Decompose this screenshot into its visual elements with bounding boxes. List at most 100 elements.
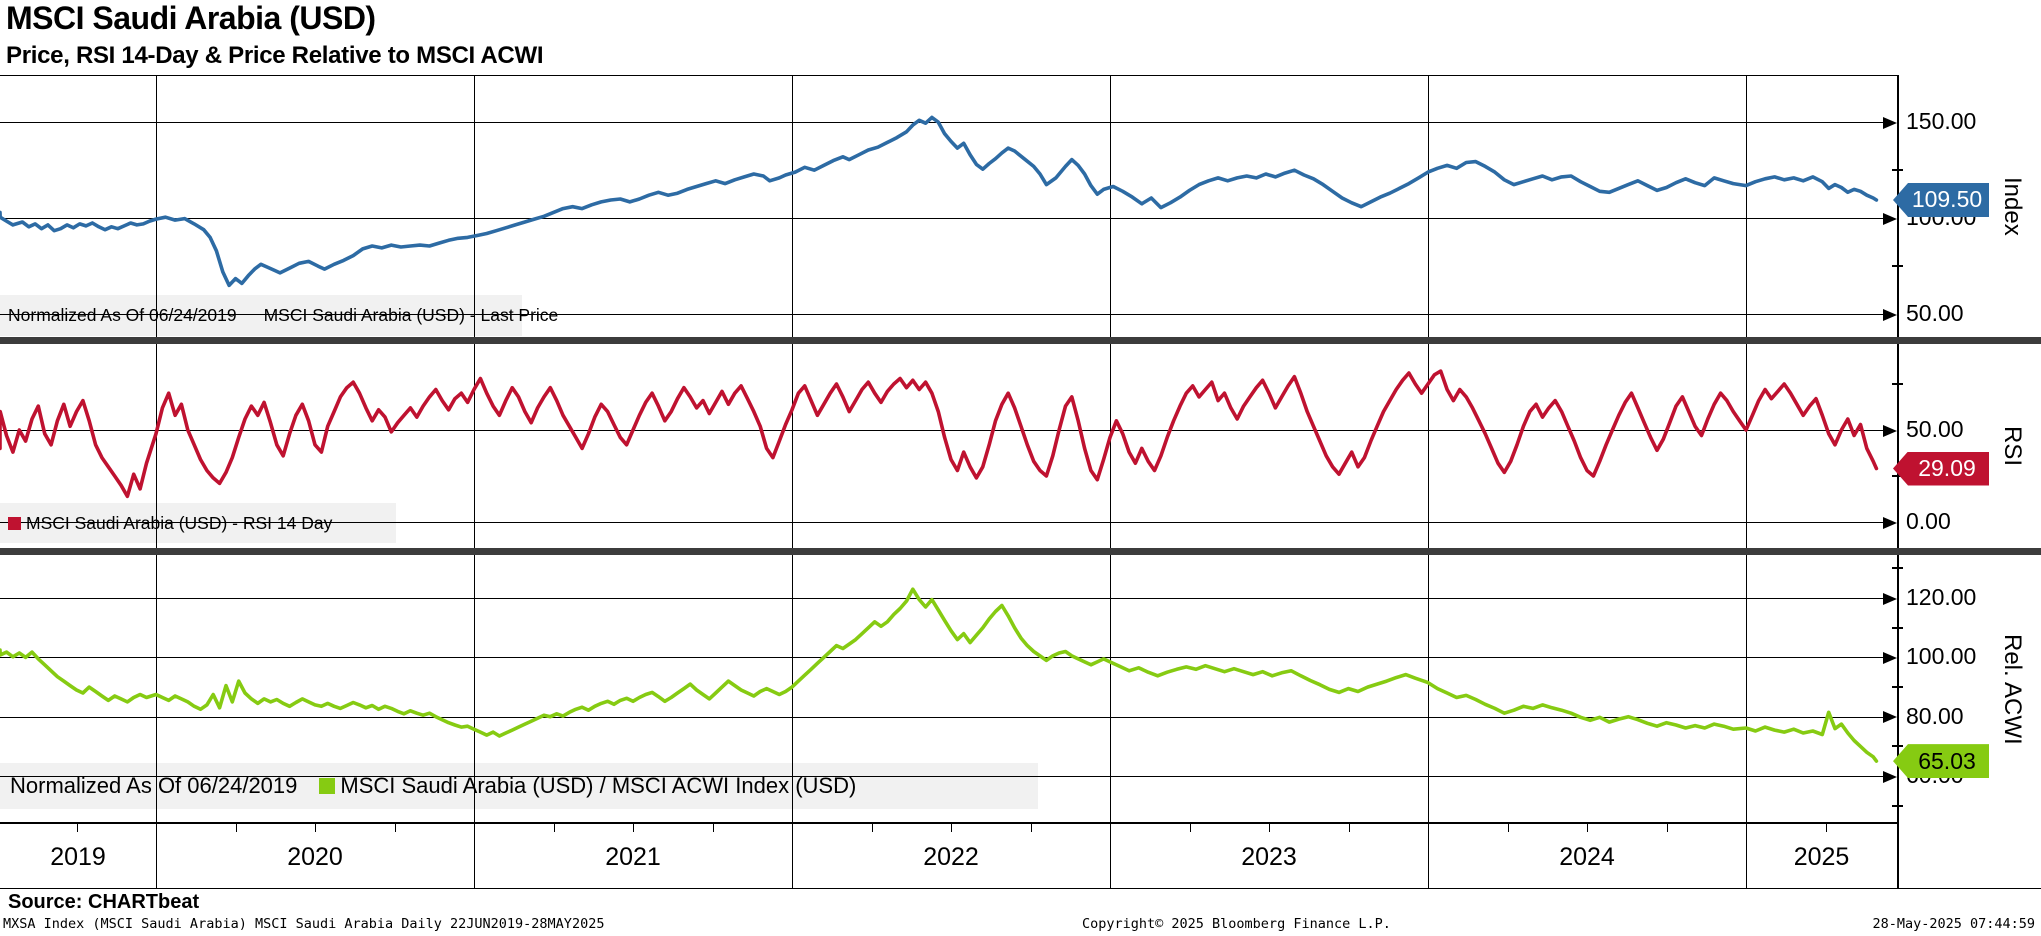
axis-title-rsi: RSI	[1999, 426, 2026, 467]
y-minor-tick	[1892, 567, 1903, 570]
axis-title-index: Index	[1999, 176, 2026, 236]
quarter-tick	[553, 823, 555, 832]
panel-separator	[0, 548, 2041, 555]
y-tick-label: 50.00	[1906, 300, 1964, 327]
year-separator	[1746, 822, 1747, 888]
y-minor-tick	[1892, 265, 1903, 268]
price-index-line	[0, 115, 1879, 288]
year-separator	[792, 822, 793, 888]
legend-rsi-label: MSCI Saudi Arabia (USD) - RSI 14 Day	[26, 512, 333, 533]
x-axis-year-label: 2024	[1559, 843, 1615, 871]
y-tick-arrow-icon	[1883, 516, 1897, 529]
quarter-tick	[1507, 823, 1509, 832]
y-gridline	[0, 218, 1883, 220]
quarter-tick	[1348, 823, 1350, 832]
price-relative-to-acwi-line	[0, 587, 1879, 763]
y-tick-arrow-icon	[1883, 116, 1897, 129]
y-tick-label: 100.00	[1906, 643, 1977, 670]
y-tick-label: 0.00	[1906, 508, 1951, 535]
legend-price-label: MSCI Saudi Arabia (USD) - Last Price	[263, 305, 559, 325]
y-minor-tick	[1892, 169, 1903, 172]
quarter-tick	[394, 823, 396, 832]
page-subtitle: Price, RSI 14-Day & Price Relative to MS…	[6, 42, 544, 69]
legend-bg-rel	[0, 763, 1038, 809]
y-tick-label: 80.00	[1906, 702, 1964, 729]
quarter-tick	[1269, 823, 1270, 832]
legend-rsi: MSCI Saudi Arabia (USD) - RSI 14 Day	[8, 503, 404, 543]
year-gridline	[1428, 75, 1429, 822]
y-gridline	[0, 776, 1883, 778]
legend-price: Normalized As Of 06/24/2019 MSCI Saudi Ar…	[8, 295, 558, 336]
year-gridline	[1746, 75, 1747, 822]
source-label: Source: CHARTbeat	[8, 891, 200, 913]
rel-series-swatch-icon	[319, 778, 336, 794]
panel-top-border	[0, 75, 1897, 76]
quarter-tick	[1587, 823, 1588, 832]
y-gridline	[0, 598, 1883, 600]
y-tick-arrow-icon	[1883, 592, 1897, 605]
rsi-14-day-line	[0, 369, 1879, 499]
year-gridline	[1110, 75, 1111, 822]
page-title: MSCI Saudi Arabia (USD)	[6, 0, 376, 36]
y-gridline	[0, 716, 1883, 718]
last-price-badge: 109.50	[1893, 182, 1989, 217]
year-gridline	[474, 75, 475, 822]
x-axis-year-label: 2022	[923, 843, 979, 871]
y-minor-tick	[1892, 804, 1903, 807]
y-tick-arrow-icon	[1883, 651, 1897, 664]
y-tick-label: 150.00	[1906, 108, 1977, 135]
legend-rel: Normalized As Of 06/24/2019 MSCI Saudi Ar…	[10, 763, 1048, 809]
quarter-tick	[1030, 823, 1032, 832]
y-gridline	[0, 522, 1883, 524]
year-separator	[1428, 822, 1429, 888]
x-axis-year-label: 2019	[50, 843, 106, 871]
y-gridline	[0, 314, 1883, 316]
y-minor-tick	[1892, 383, 1903, 386]
quarter-tick	[1825, 823, 1827, 832]
x-axis-year-label: 2025	[1793, 843, 1850, 871]
y-tick-arrow-icon	[1883, 424, 1897, 437]
y-gridline	[0, 122, 1883, 124]
y-gridline	[0, 657, 1883, 659]
footer-copyright: Copyright© 2025 Bloomberg Finance L.P.	[1082, 916, 1391, 932]
y-minor-tick	[1892, 686, 1903, 689]
x-axis-year-label: 2023	[1241, 843, 1297, 871]
x-axis-year-label: 2020	[287, 843, 343, 871]
year-separator	[1110, 822, 1111, 888]
quarter-tick	[712, 823, 714, 832]
legend-price-prefix: Normalized As Of 06/24/2019	[8, 305, 237, 325]
x-axis-line	[0, 822, 1897, 824]
year-gridline	[156, 75, 157, 822]
quarter-tick	[235, 823, 237, 832]
rsi-badge: 29.09	[1893, 451, 1989, 486]
y-minor-tick	[1892, 626, 1903, 629]
y-minor-tick	[1892, 745, 1903, 748]
y-minor-tick	[1892, 475, 1903, 478]
legend-bg-price	[0, 295, 522, 336]
x-axis-year-label: 2021	[605, 843, 661, 871]
y-tick-arrow-icon	[1883, 770, 1897, 783]
quarter-tick	[76, 823, 78, 832]
legend-rel-label: MSCI Saudi Arabia (USD) / MSCI ACWI Inde…	[340, 773, 857, 798]
quarter-tick	[315, 823, 316, 832]
y-tick-arrow-icon	[1883, 212, 1897, 225]
y-tick-label: 120.00	[1906, 584, 1977, 611]
quarter-tick	[951, 823, 952, 832]
y-tick-arrow-icon	[1883, 711, 1897, 724]
year-separator	[474, 822, 475, 888]
quarter-tick	[1189, 823, 1191, 832]
axis-title-rel-acwi: Rel. ACWI	[1999, 633, 2026, 745]
x-axis-bottom-border	[0, 888, 2041, 889]
year-separator	[156, 822, 157, 888]
y-tick-label: 50.00	[1906, 416, 1964, 443]
panel-separator	[0, 337, 2041, 344]
footer-timestamp: 28-May-2025 07:44:59	[1872, 916, 2035, 932]
quarter-tick	[871, 823, 873, 832]
quarter-tick	[633, 823, 634, 832]
quarter-tick	[1666, 823, 1668, 832]
year-gridline	[792, 75, 793, 822]
rsi-series-swatch-icon	[8, 516, 21, 530]
rel-acwi-badge: 65.03	[1893, 744, 1989, 779]
footer-meta: MXSA Index (MSCI Saudi Arabia) MSCI Saud…	[3, 916, 605, 932]
